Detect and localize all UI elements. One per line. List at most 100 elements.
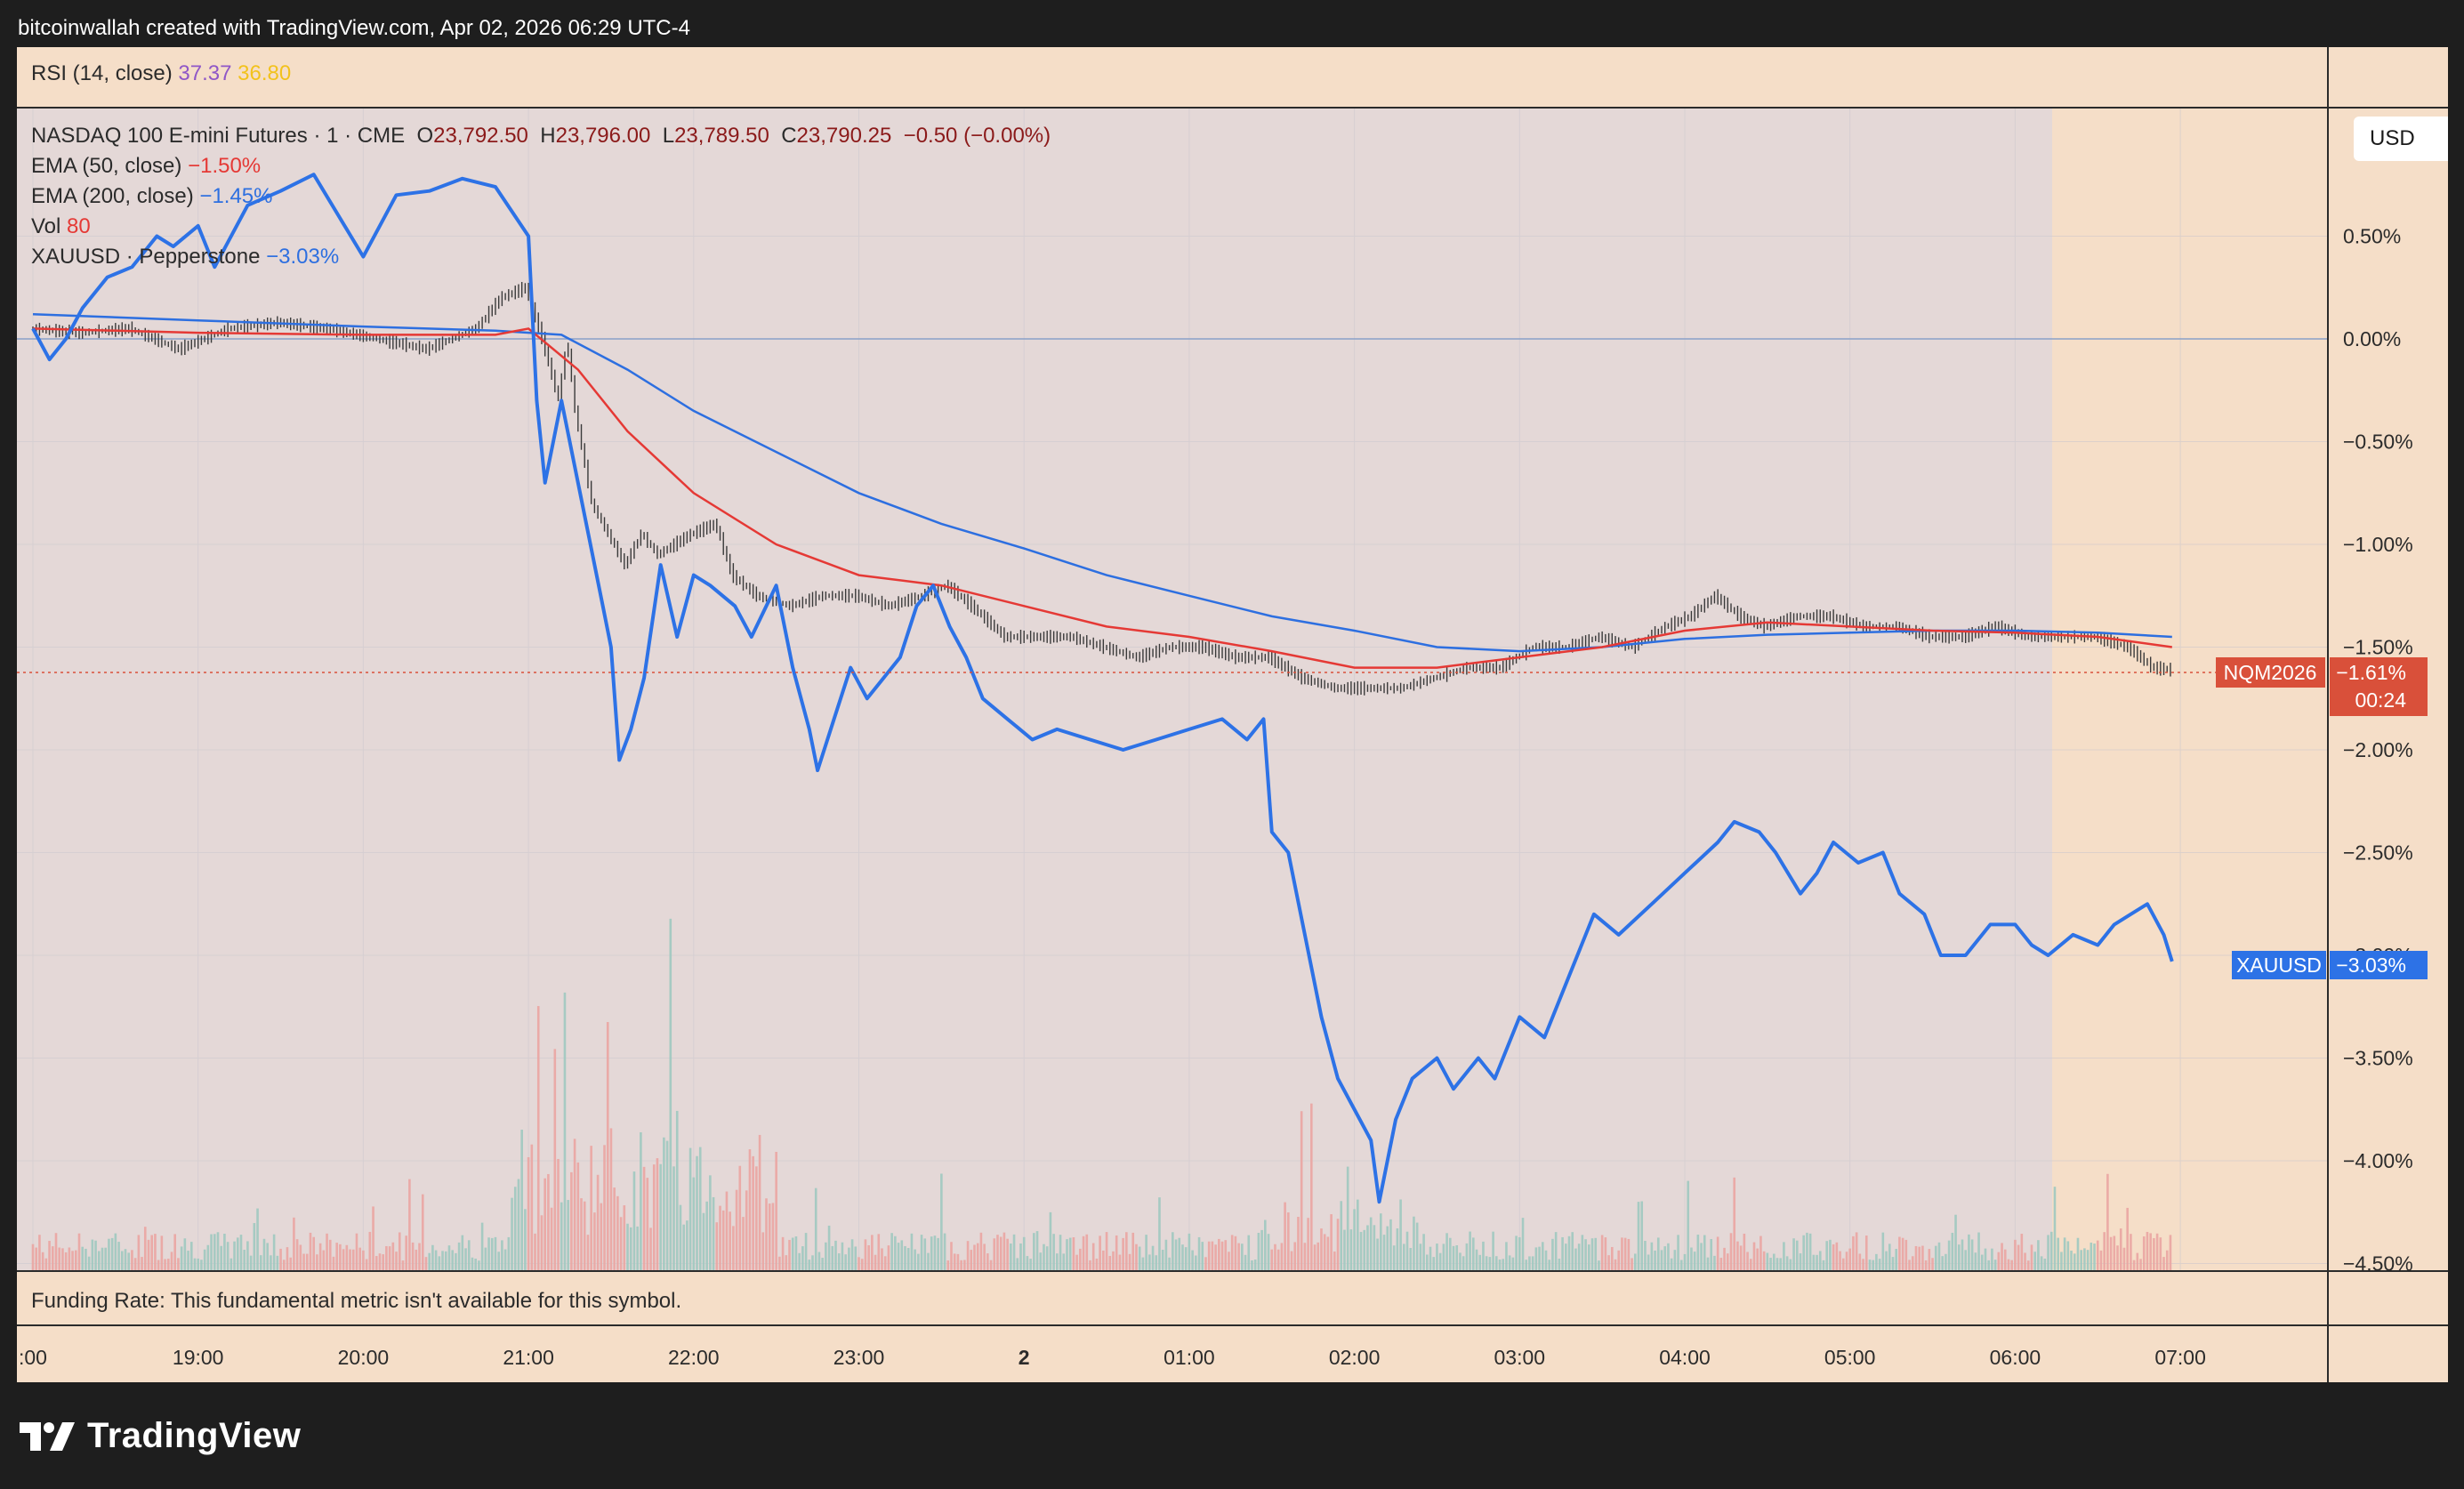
volume-bar: [193, 1258, 197, 1270]
volume-bar: [1924, 1260, 1928, 1270]
volume-bar: [1703, 1235, 1706, 1270]
volume-bar: [669, 918, 672, 1270]
volume-bar: [854, 1246, 858, 1270]
chart-frame: 0.50% 0.00% −0.50% −1.00% −1.50% −2.00% −2.50%…: [17, 47, 2448, 1382]
ema200-legend[interactable]: EMA (200, close) −1.45%: [31, 184, 273, 209]
volume-bar: [1438, 1252, 1442, 1270]
volume-bar: [2169, 1235, 2172, 1270]
volume-bar: [1604, 1237, 1607, 1270]
volume-bar: [378, 1253, 382, 1270]
volume-bar: [1343, 1229, 1346, 1270]
volume-bar: [930, 1236, 933, 1270]
open-value: 23,792.50: [433, 124, 528, 148]
volume-bar: [771, 1203, 775, 1270]
volume-bar: [1667, 1243, 1670, 1270]
volume-bar: [1290, 1251, 1293, 1270]
volume-bar: [164, 1259, 166, 1270]
volume-bar: [791, 1237, 794, 1270]
volume-bar: [197, 1258, 199, 1270]
volume-bar: [147, 1239, 150, 1270]
x-tick-label: 05:00: [1824, 1346, 1876, 1369]
volume-bar: [1145, 1235, 1147, 1270]
volume-bar: [1313, 1244, 1317, 1270]
volume-bar: [765, 1198, 768, 1270]
volume-bar: [1237, 1243, 1240, 1270]
volume-bar: [1382, 1235, 1386, 1270]
volume-bar: [77, 1233, 81, 1270]
volume-bar: [652, 1164, 656, 1270]
volume-bar: [686, 1220, 688, 1270]
volume-bar: [513, 1187, 517, 1270]
xau-badge-name: [2232, 951, 2326, 979]
volume-bar: [904, 1245, 906, 1270]
volume-bar: [1951, 1232, 1954, 1270]
volume-bar: [705, 1201, 708, 1270]
y-tick-label: −4.00%: [2343, 1149, 2413, 1172]
rsi-label[interactable]: RSI (14, close) 37.37 36.80: [31, 61, 291, 86]
volume-bar: [328, 1239, 332, 1270]
volume-bar: [58, 1247, 61, 1270]
xauusd-legend[interactable]: XAUUSD · Pepperstone −3.03%: [31, 245, 339, 270]
volume-bar: [1904, 1239, 1908, 1270]
high-label: H: [540, 124, 556, 148]
volume-bar: [1931, 1258, 1934, 1270]
volume-bar: [1495, 1256, 1498, 1270]
volume-bar: [2010, 1260, 2013, 1270]
volume-bar: [1679, 1260, 1683, 1270]
symbol-legend[interactable]: NASDAQ 100 E-mini Futures · 1 · CME O23,…: [31, 124, 1051, 149]
volume-bar: [890, 1233, 893, 1270]
volume-bar: [1716, 1236, 1719, 1270]
volume-bar: [887, 1245, 890, 1270]
volume-bar: [1485, 1256, 1488, 1270]
volume-bar: [114, 1233, 117, 1270]
volume-bar: [1253, 1260, 1257, 1270]
volume-bar: [2017, 1244, 2020, 1270]
volume-bar: [596, 1174, 600, 1270]
volume-bar: [560, 1202, 563, 1270]
volume-bar: [342, 1249, 345, 1270]
currency-button[interactable]: USD: [2354, 117, 2448, 161]
volume-bar: [210, 1234, 213, 1270]
volume-bar: [544, 1178, 546, 1270]
volume-bar: [563, 992, 567, 1270]
tradingview-logo[interactable]: TradingView: [20, 1416, 301, 1456]
volume-bar: [837, 1253, 841, 1270]
ema50-legend[interactable]: EMA (50, close) −1.50%: [31, 154, 261, 179]
xau-badge-value-text: −3.03%: [2336, 954, 2406, 977]
volume-bar: [781, 1236, 785, 1270]
volume-bar: [2049, 1231, 2053, 1270]
volume-legend[interactable]: Vol 80: [31, 214, 91, 239]
volume-bar: [2026, 1260, 2030, 1270]
volume-bar: [279, 1248, 282, 1270]
volume-bar: [2113, 1235, 2116, 1270]
volume-bar: [1818, 1251, 1822, 1270]
volume-bar: [530, 1144, 534, 1270]
volume-bar: [794, 1236, 798, 1270]
volume-bar: [1574, 1248, 1577, 1270]
volume-bar: [1300, 1111, 1303, 1270]
volume-bar: [1650, 1242, 1654, 1270]
volume-bar: [996, 1235, 999, 1270]
volume-bar: [1783, 1242, 1785, 1270]
volume-bar: [51, 1246, 54, 1270]
volume-bar: [127, 1252, 131, 1270]
volume-bar: [557, 1158, 560, 1270]
volume-bar: [1310, 1103, 1313, 1270]
symbol-title: NASDAQ 100 E-mini Futures · 1 · CME: [31, 124, 406, 148]
volume-bar: [1627, 1238, 1631, 1270]
volume-bar: [2106, 1173, 2109, 1270]
y-tick-label: 0.00%: [2343, 327, 2401, 350]
volume-bar: [177, 1258, 180, 1270]
volume-bar: [2024, 1252, 2026, 1270]
volume-bar: [649, 1227, 652, 1270]
volume-title: Vol: [31, 214, 61, 238]
volume-bar: [1921, 1245, 1924, 1270]
price-chart[interactable]: 0.50% 0.00% −0.50% −1.00% −1.50% −2.00% −2.50%…: [17, 47, 2448, 1382]
volume-bar: [1997, 1252, 2001, 1270]
volume-bar: [742, 1217, 745, 1270]
volume-bar: [1785, 1256, 1789, 1270]
volume-bar: [755, 1166, 758, 1270]
volume-bar: [1349, 1229, 1353, 1270]
nq-badge-value-text: −1.61%: [2336, 661, 2406, 684]
x-tick-label: 07:00: [2154, 1346, 2206, 1369]
